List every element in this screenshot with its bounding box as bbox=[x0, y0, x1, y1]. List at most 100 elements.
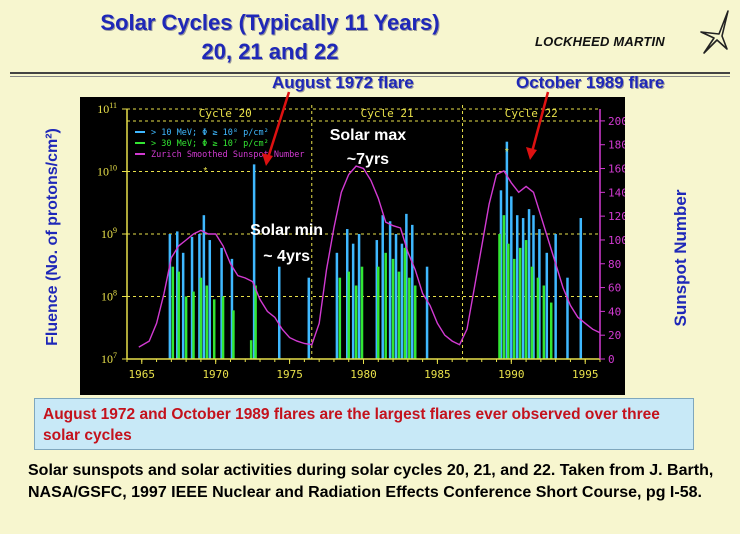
slide-title-line2: 20, 21 and 22 bbox=[201, 39, 339, 64]
bar-gt30mev bbox=[384, 252, 387, 359]
bar-gt10mev bbox=[411, 224, 414, 359]
y2-tick-label: 140 bbox=[608, 186, 625, 199]
bar-gt10mev bbox=[375, 240, 379, 359]
y2-tick-label: 100 bbox=[608, 234, 625, 247]
annotation-solar-min: Solar min bbox=[250, 222, 323, 239]
y-axis-label-right: Sunspot Number bbox=[671, 189, 690, 327]
bar-gt30mev bbox=[524, 240, 528, 359]
note-box: August 1972 and October 1989 flares are … bbox=[34, 398, 694, 450]
bar-gt30mev bbox=[377, 266, 380, 359]
bar-gt10mev bbox=[505, 141, 509, 359]
bar-gt30mev bbox=[354, 285, 358, 359]
bar-gt10mev bbox=[579, 218, 583, 359]
annotation-solar-max-years: ~7yrs bbox=[347, 151, 389, 168]
bar-gt10mev bbox=[554, 234, 557, 359]
bar-gt30mev bbox=[192, 291, 195, 359]
y-tick-label: 107 bbox=[101, 351, 117, 366]
bar-gt30mev bbox=[360, 266, 364, 359]
y2-tick-label: 80 bbox=[608, 258, 621, 271]
bar-gt10mev bbox=[532, 215, 535, 359]
bar-gt30mev bbox=[249, 340, 253, 359]
bar-gt10mev bbox=[381, 215, 384, 359]
legend-label: > 30 MeV; Φ ≥ 10⁷ p/cm² bbox=[151, 139, 269, 149]
bar-gt30mev bbox=[542, 285, 546, 359]
note-text: August 1972 and October 1989 flares are … bbox=[43, 406, 660, 444]
lockheed-martin-logo: LOCKHEED MARTIN bbox=[535, 34, 665, 49]
x-tick-label: 1990 bbox=[498, 368, 525, 381]
bar-gt10mev bbox=[198, 234, 201, 359]
bar-gt10mev bbox=[405, 213, 408, 359]
bar-gt10mev bbox=[277, 266, 281, 359]
bar-gt10mev bbox=[545, 252, 549, 359]
bar-gt10mev bbox=[168, 234, 172, 359]
bar-gt10mev bbox=[230, 258, 234, 359]
bar-gt30mev bbox=[212, 299, 216, 359]
bar-gt10mev bbox=[527, 209, 531, 359]
bar-gt30mev bbox=[507, 243, 510, 359]
y-axis-label-left: Fluence (No. of protons/cm²) bbox=[44, 128, 61, 346]
bar-gt30mev bbox=[397, 271, 401, 359]
bar-gt10mev bbox=[307, 277, 311, 359]
bar-gt10mev bbox=[394, 234, 398, 359]
x-tick-label: 1995 bbox=[572, 368, 599, 381]
bar-gt10mev bbox=[521, 218, 525, 359]
bar-gt30mev bbox=[530, 266, 534, 359]
x-tick-label: 1980 bbox=[350, 368, 377, 381]
legend-label: Zurich Smoothed Sunspot Number bbox=[151, 150, 305, 160]
y2-tick-label: 160 bbox=[608, 163, 625, 176]
bar-gt30mev bbox=[413, 285, 417, 359]
y2-tick-label: 0 bbox=[608, 353, 615, 366]
cycle-label: Cycle 22 bbox=[505, 107, 558, 120]
title-divider-thin bbox=[10, 76, 730, 77]
bar-gt30mev bbox=[498, 234, 501, 359]
bar-gt30mev bbox=[177, 271, 180, 359]
y-tick-label: 109 bbox=[101, 226, 117, 241]
bar-gt10mev bbox=[510, 196, 513, 359]
flare-label-1989: October 1989 flare bbox=[516, 73, 665, 92]
x-tick-label: 1985 bbox=[424, 368, 451, 381]
y-tick-label: 108 bbox=[101, 289, 117, 304]
bar-gt30mev bbox=[513, 258, 516, 359]
bar-gt30mev bbox=[347, 271, 350, 359]
x-tick-label: 1975 bbox=[276, 368, 303, 381]
bar-gt10mev bbox=[208, 240, 212, 359]
bar-gt10mev bbox=[515, 215, 519, 359]
bar-gt30mev bbox=[205, 285, 209, 359]
bar-gt10mev bbox=[345, 229, 349, 359]
bar-gt10mev bbox=[190, 236, 194, 359]
x-tick-label: 1965 bbox=[129, 368, 156, 381]
y2-tick-label: 120 bbox=[608, 210, 625, 223]
star-logo-icon bbox=[700, 10, 729, 54]
legend-label: > 10 MeV; Φ ≥ 10⁸ p/cm² bbox=[151, 128, 269, 138]
x-tick-label: 1970 bbox=[202, 368, 229, 381]
bar-gt30mev bbox=[518, 247, 522, 359]
bar-gt30mev bbox=[199, 277, 203, 359]
bar-gt10mev bbox=[220, 247, 223, 359]
bar-gt30mev bbox=[232, 310, 235, 359]
cycle-label: Cycle 21 bbox=[361, 107, 414, 120]
y2-tick-label: 200 bbox=[608, 115, 625, 128]
bar-gt30mev bbox=[254, 285, 257, 359]
cycle-label: Cycle 20 bbox=[199, 107, 252, 120]
bar-gt10mev bbox=[357, 234, 361, 359]
bar-gt10mev bbox=[202, 215, 206, 359]
y2-tick-label: 40 bbox=[608, 305, 621, 318]
asterisk-marker: * bbox=[203, 166, 207, 177]
annotation-solar-min-years: ~ 4yrs bbox=[263, 248, 310, 265]
bar-gt10mev bbox=[335, 252, 339, 359]
bar-gt10mev bbox=[566, 277, 569, 359]
bar-gt10mev bbox=[538, 229, 541, 359]
bar-gt10mev bbox=[181, 252, 185, 359]
bar-gt30mev bbox=[221, 296, 225, 359]
annotation-solar-max: Solar max bbox=[330, 127, 407, 144]
bar-gt30mev bbox=[549, 302, 553, 359]
y2-tick-label: 180 bbox=[608, 139, 625, 152]
bar-gt30mev bbox=[184, 296, 188, 359]
bar-gt10mev bbox=[252, 164, 256, 359]
figure-caption: Solar sunspots and solar activities duri… bbox=[28, 462, 714, 501]
bar-gt10mev bbox=[499, 190, 503, 359]
asterisk-marker: * bbox=[505, 147, 509, 158]
y-tick-label: 1011 bbox=[97, 101, 117, 116]
bar-gt30mev bbox=[502, 215, 506, 359]
y2-tick-label: 20 bbox=[608, 329, 621, 342]
